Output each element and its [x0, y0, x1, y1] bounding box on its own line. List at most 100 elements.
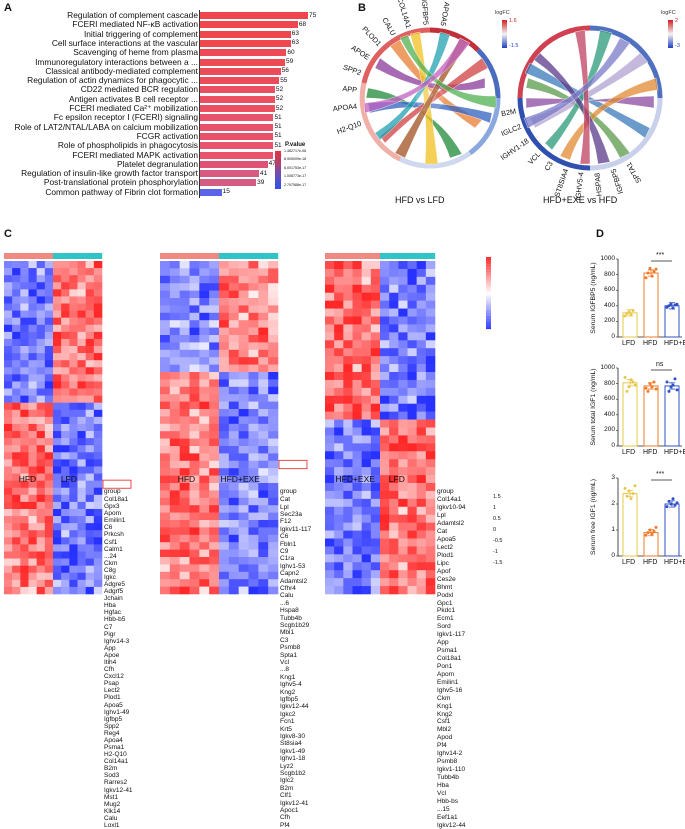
heatmap-cell	[228, 290, 239, 299]
dotplot-point	[650, 385, 654, 389]
heatmap-cell	[389, 570, 399, 579]
heatmap-cell	[258, 335, 269, 343]
heatmap-cell	[425, 514, 436, 523]
heatmap-cell	[416, 490, 427, 500]
heatmap-scale-segment	[486, 258, 491, 260]
pathway-label: FCERI mediated NF-κB activation	[72, 19, 198, 30]
heatmap-cell	[268, 557, 279, 565]
heatmap-cell	[36, 530, 46, 538]
heatmap-cell	[44, 487, 54, 496]
heatmap-cell	[407, 506, 417, 516]
heatmap-cell	[93, 558, 103, 566]
heatmap-cell	[169, 416, 180, 425]
heatmap-cell	[268, 268, 279, 277]
heatmap-cell	[238, 446, 249, 454]
heatmap-cell	[370, 292, 381, 301]
heatmap-cell	[343, 467, 353, 476]
heatmap-cell	[28, 431, 37, 439]
heatmap-cell	[160, 268, 171, 277]
group-bar-cell	[4, 253, 13, 259]
dotplot-sig-label: ***	[656, 471, 665, 478]
heatmap-cell	[219, 520, 230, 528]
heatmap-cell	[258, 483, 269, 491]
heatmap-scale-segment	[486, 295, 491, 297]
heatmap-cell	[12, 409, 21, 418]
heatmap-cell	[199, 394, 210, 402]
heatmap-cell	[53, 516, 62, 524]
heatmap-cell	[361, 308, 372, 317]
heatmap-gene-label: Gpc1	[437, 599, 453, 607]
dotplot-point	[669, 302, 673, 306]
dotplot-point	[671, 383, 675, 387]
dotplot-point	[646, 389, 650, 393]
panel-a-bar-chart: Regulation of complement cascade FCERI me…	[0, 0, 350, 225]
heatmap-cell	[85, 572, 95, 581]
group-bar-cell	[219, 253, 230, 259]
heatmap-cell	[199, 586, 210, 595]
heatmap-cell	[4, 409, 13, 418]
heatmap-cell	[268, 497, 279, 506]
heatmap-cell	[370, 522, 381, 531]
heatmap-cell	[416, 498, 427, 508]
heatmap-cell	[199, 320, 210, 328]
heatmap-cell	[61, 558, 70, 566]
heatmap-cell	[352, 356, 362, 365]
heatmap-cell	[179, 549, 190, 558]
heatmap-gene-label: Bhmt	[437, 583, 453, 591]
heatmap-cell	[12, 523, 21, 531]
heatmap-cell	[85, 445, 95, 453]
heatmap-cell	[343, 586, 353, 595]
heatmap-cell	[398, 324, 408, 333]
heatmap-cell	[407, 546, 417, 555]
heatmap-cell	[416, 570, 427, 579]
heatmap-cell	[199, 579, 210, 587]
heatmap-cell	[69, 494, 78, 503]
heatmap-cell	[61, 381, 70, 389]
heatmap-cell	[380, 498, 390, 508]
heatmap-cell	[389, 490, 399, 500]
heatmap-cell	[169, 349, 180, 358]
heatmap-cell	[169, 446, 180, 454]
heatmap-cell	[325, 546, 335, 555]
heatmap-cell	[425, 364, 436, 373]
heatmap-cell	[258, 512, 269, 521]
dotplot-point	[667, 499, 671, 503]
heatmap-cell	[325, 570, 335, 579]
heatmap-scale-segment	[486, 272, 491, 274]
heatmap-cell	[380, 459, 390, 468]
heatmap-cell	[44, 494, 54, 503]
heatmap-cell	[209, 557, 220, 565]
heatmap-cell	[77, 572, 86, 581]
dotplot-tick-label: 2	[611, 500, 615, 507]
heatmap-cell	[248, 379, 259, 388]
heatmap-cell	[248, 512, 259, 521]
pathway-bar	[200, 77, 280, 85]
heatmap-cell	[36, 558, 46, 566]
heatmap-cell	[28, 459, 37, 467]
heatmap-cell	[85, 353, 95, 361]
heatmap-cell	[199, 468, 210, 476]
heatmap-cell	[12, 360, 21, 368]
heatmap-cell	[85, 338, 95, 347]
heatmap-cell	[219, 423, 230, 432]
heatmap-cell	[352, 372, 362, 381]
heatmap-cell	[352, 467, 362, 476]
heatmap-cell	[398, 292, 408, 301]
heatmap-cell	[160, 564, 171, 573]
heatmap-cell	[20, 388, 29, 396]
heatmap-cell	[69, 360, 78, 368]
heatmap-cell	[53, 282, 62, 290]
heatmap-cell	[199, 275, 210, 284]
pathway-bar	[200, 142, 274, 150]
heatmap-cell	[44, 296, 54, 304]
heatmap-gene-label: B2m	[280, 784, 294, 792]
heatmap-cell	[398, 435, 408, 444]
heatmap-cell	[248, 542, 259, 550]
dotplot-tick-label: 3	[611, 474, 615, 481]
heatmap-cell	[85, 586, 95, 595]
heatmap-cell	[44, 530, 54, 538]
chord-right	[517, 25, 663, 171]
heatmap-scale-segment	[486, 287, 491, 289]
pathway-value: 59	[285, 58, 294, 65]
heatmap-cell	[228, 453, 239, 462]
